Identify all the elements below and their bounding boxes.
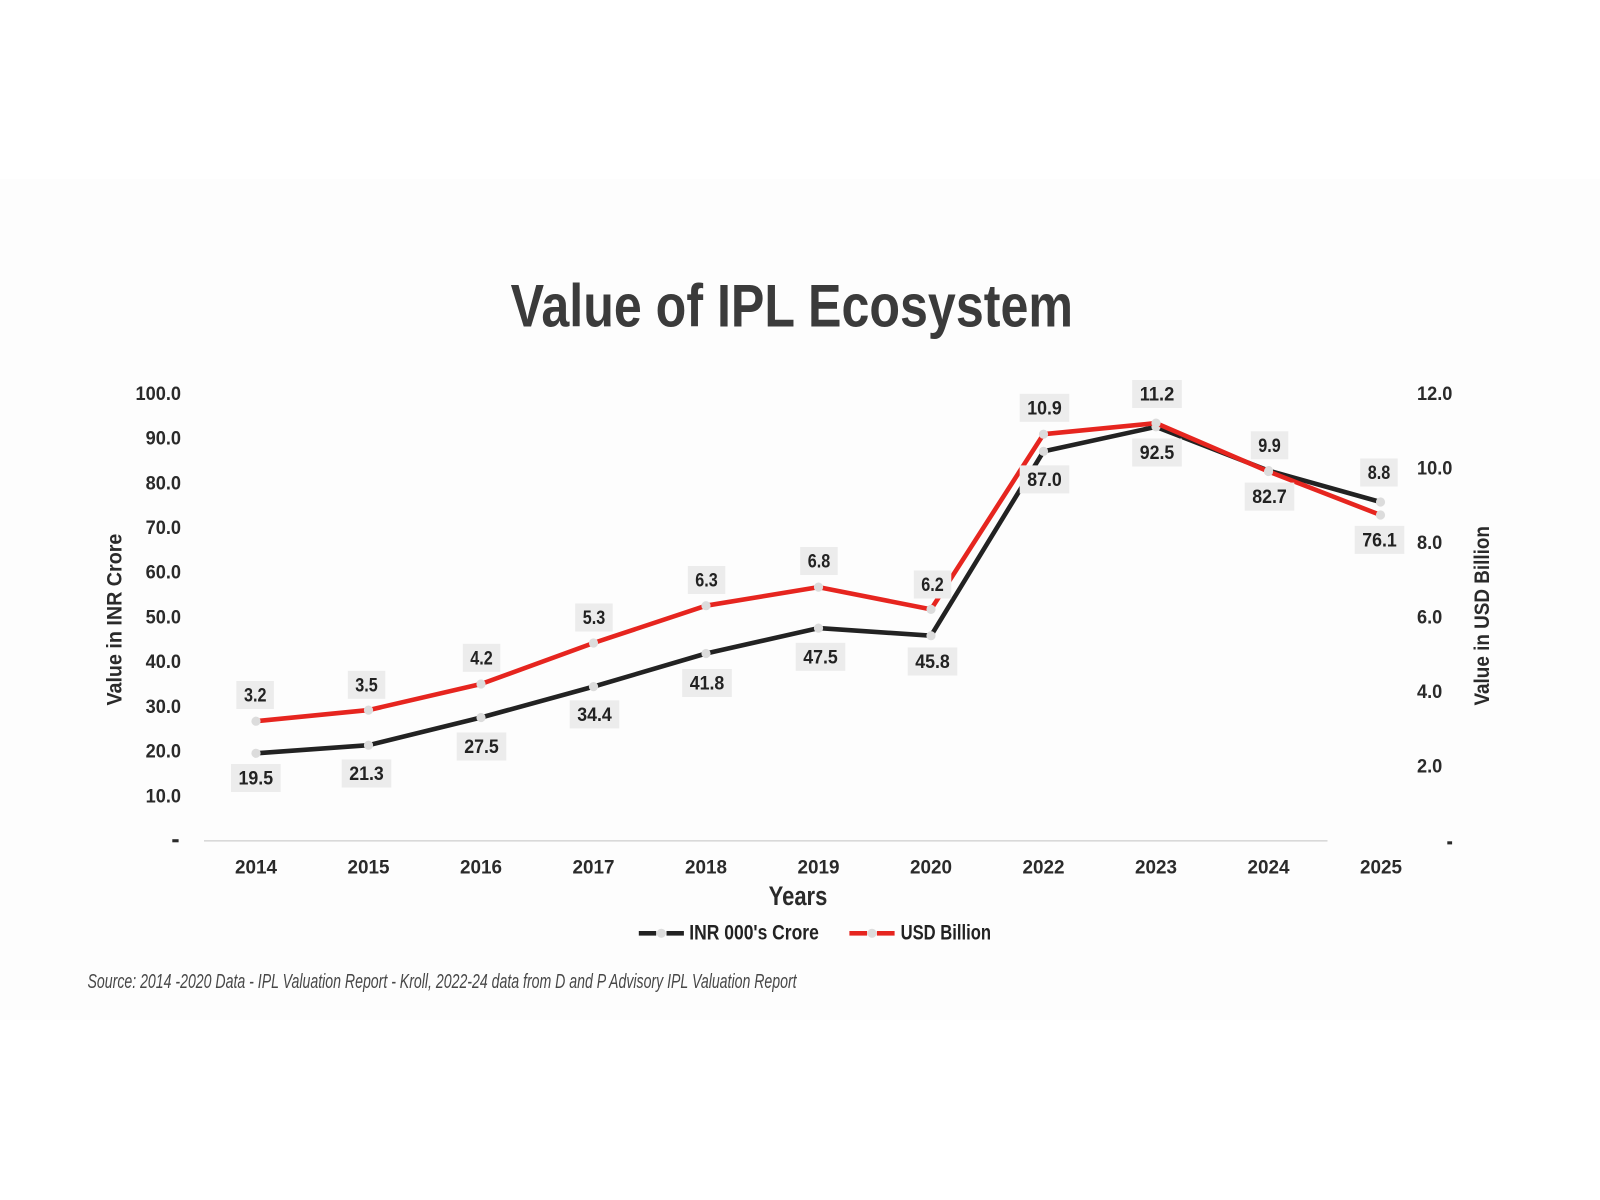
svg-text:70.0: 70.0 [146, 517, 181, 538]
svg-text:30.0: 30.0 [146, 696, 181, 717]
svg-text:27.5: 27.5 [464, 736, 499, 758]
svg-text:19.5: 19.5 [239, 767, 274, 789]
svg-text:5.3: 5.3 [583, 607, 606, 629]
svg-text:Source: 2014 -2020 Data - IPL: Source: 2014 -2020 Data - IPL Valuation … [88, 970, 798, 993]
svg-text:92.5: 92.5 [1140, 442, 1175, 464]
svg-text:60.0: 60.0 [146, 561, 181, 582]
svg-text:47.5: 47.5 [803, 646, 838, 668]
svg-text:45.8: 45.8 [915, 651, 950, 673]
svg-text:2023: 2023 [1135, 858, 1177, 879]
svg-text:90.0: 90.0 [146, 427, 181, 448]
svg-text:20.0: 20.0 [146, 740, 181, 761]
svg-text:2020: 2020 [910, 858, 952, 879]
svg-text:Value in INR Crore: Value in INR Crore [104, 534, 127, 706]
svg-text:6.2: 6.2 [921, 574, 944, 596]
svg-text:8.0: 8.0 [1417, 532, 1442, 553]
svg-text:2016: 2016 [460, 858, 502, 879]
svg-text:82.7: 82.7 [1252, 486, 1287, 508]
svg-text:6.0: 6.0 [1417, 606, 1442, 627]
svg-text:100.0: 100.0 [136, 382, 181, 403]
svg-text:6.8: 6.8 [808, 550, 831, 572]
svg-text:2.0: 2.0 [1417, 755, 1442, 776]
svg-text:Value in USD Billion: Value in USD Billion [1471, 526, 1494, 705]
svg-text:87.0: 87.0 [1027, 468, 1062, 490]
svg-text:2022: 2022 [1022, 858, 1064, 879]
svg-text:8.8: 8.8 [1368, 462, 1391, 484]
svg-text:2014: 2014 [235, 858, 277, 879]
svg-text:6.3: 6.3 [695, 569, 718, 591]
svg-text:3.5: 3.5 [355, 674, 378, 696]
svg-text:10.0: 10.0 [1417, 457, 1452, 478]
svg-text:2017: 2017 [572, 858, 614, 879]
svg-text:2019: 2019 [797, 858, 839, 879]
svg-text:9.9: 9.9 [1258, 435, 1281, 457]
svg-text:USD Billion: USD Billion [901, 922, 991, 945]
svg-text:11.2: 11.2 [1140, 383, 1175, 404]
svg-text:INR 000's Crore: INR 000's Crore [689, 922, 819, 945]
svg-text:50.0: 50.0 [146, 606, 181, 627]
svg-text:4.2: 4.2 [470, 647, 493, 669]
svg-text:40.0: 40.0 [146, 651, 181, 672]
svg-text:10.0: 10.0 [146, 785, 181, 806]
svg-text:21.3: 21.3 [349, 763, 384, 785]
svg-text:10.9: 10.9 [1027, 397, 1062, 419]
svg-text:Value of IPL Ecosystem: Value of IPL Ecosystem [511, 272, 1073, 339]
svg-text:2025: 2025 [1360, 858, 1402, 879]
svg-text:Years: Years [769, 882, 828, 912]
svg-text:2015: 2015 [347, 858, 389, 879]
svg-text:2024: 2024 [1247, 858, 1289, 879]
svg-text:3.2: 3.2 [244, 684, 267, 706]
svg-text:4.0: 4.0 [1417, 681, 1442, 702]
svg-text:76.1: 76.1 [1362, 529, 1397, 551]
svg-text:2018: 2018 [685, 858, 727, 879]
svg-text:80.0: 80.0 [146, 472, 181, 493]
svg-text:41.8: 41.8 [690, 672, 725, 694]
svg-text:34.4: 34.4 [577, 703, 612, 725]
svg-text:12.0: 12.0 [1417, 382, 1452, 403]
